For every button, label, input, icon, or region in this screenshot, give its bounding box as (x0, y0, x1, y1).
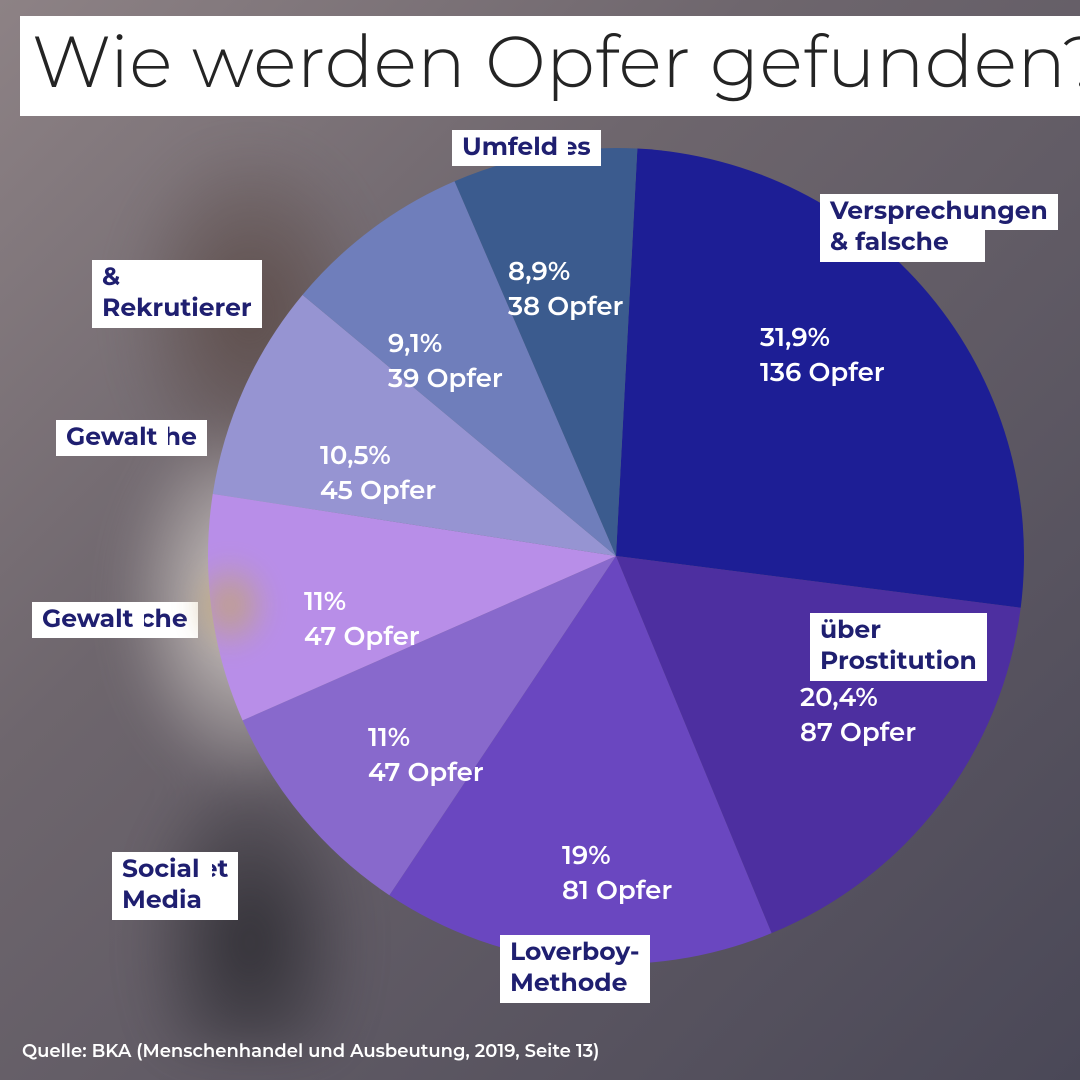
infographic-stage: Wie werden Opfer gefunden? Täuschung & f… (0, 0, 1080, 1080)
slice-count: 87 Opfer (800, 716, 916, 748)
slice-count: 81 Opfer (562, 874, 672, 906)
slice-label-line: Umfeld (452, 130, 568, 166)
slice-percent: 20,4% (800, 681, 878, 713)
slice-label-line: Gewalt (32, 602, 144, 638)
slice-percent: 11% (368, 721, 410, 753)
slice-percent: 31,9% (760, 321, 830, 353)
slice-label-line: Versprechungen (820, 194, 1058, 230)
slice-values-physisch: 10,5%45 Opfer (320, 438, 436, 508)
slice-count: 45 Opfer (320, 474, 436, 506)
slice-count: 38 Opfer (508, 290, 623, 322)
slice-percent: 19% (562, 839, 611, 871)
slice-count: 47 Opfer (304, 620, 420, 652)
source-citation: Quelle: BKA (Menschenhandel und Ausbeutu… (22, 1040, 599, 1062)
slice-values-internet: 11%47 Opfer (368, 720, 484, 790)
slice-label-line: über Prostitution (810, 613, 987, 681)
slice-percent: 10,5% (320, 439, 391, 471)
slice-label-line: Gewalt (56, 420, 168, 456)
slice-percent: 8,9% (508, 255, 570, 287)
slice-values-tauschung: 31,9%136 Opfer (760, 320, 885, 390)
slice-values-prostitution: 20,4%87 Opfer (800, 680, 916, 750)
slice-count: 47 Opfer (368, 756, 484, 788)
slice-label-line: Social Media (112, 852, 212, 920)
slice-count: 136 Opfer (760, 356, 885, 388)
slice-count: 39 Opfer (388, 362, 503, 394)
slice-percent: 11% (304, 585, 346, 617)
slice-values-familiar: 8,9%38 Opfer (508, 254, 623, 324)
slice-values-loverboy: 19%81 Opfer (562, 838, 672, 908)
slice-label-line: & Rekrutierer (92, 260, 262, 328)
slice-values-agenturen: 9,1%39 Opfer (388, 326, 503, 396)
slice-label-line: Loverboy-Methode (500, 935, 650, 1003)
slice-percent: 9,1% (388, 327, 442, 359)
slice-values-psychisch: 11%47 Opfer (304, 584, 420, 654)
